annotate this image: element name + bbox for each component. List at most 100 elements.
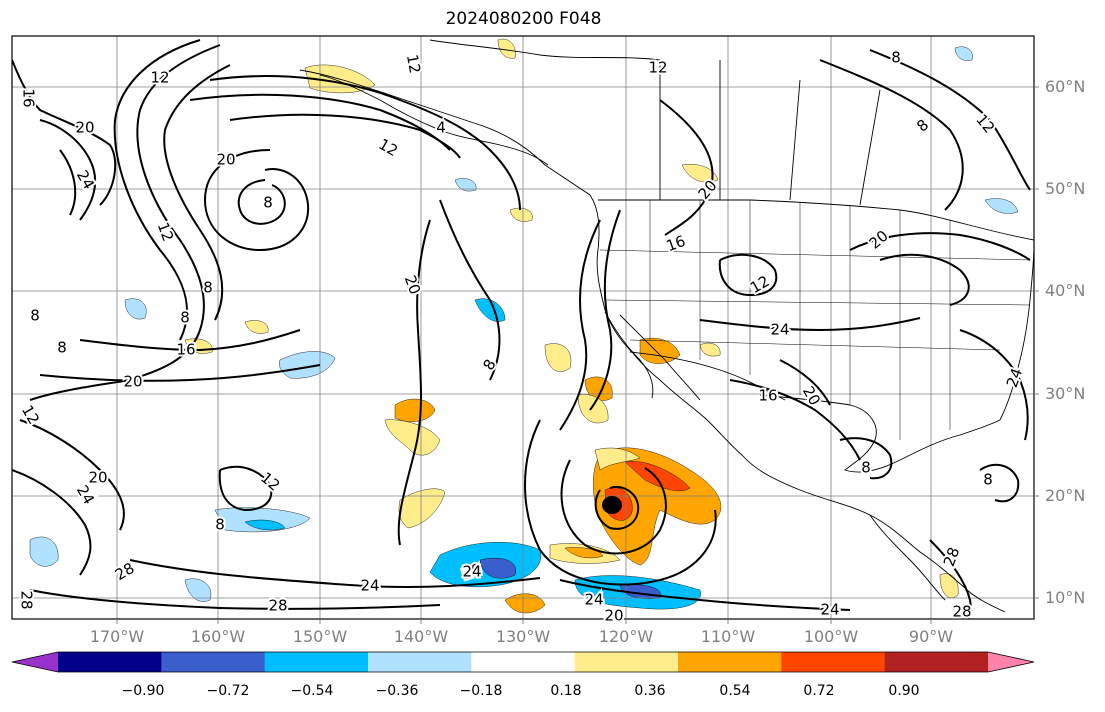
contour-8-gom — [839, 437, 893, 480]
contour-20-west-2 — [39, 364, 321, 382]
contour-24-east — [959, 329, 1029, 441]
shade-yellow-mid-1 — [384, 419, 441, 456]
shade-red-hurricane — [624, 461, 691, 492]
shade-yellow-canada — [681, 164, 719, 183]
contour-label: 16 — [176, 341, 195, 359]
contour-label: 20 — [88, 469, 107, 487]
border-state-h3 — [629, 339, 1001, 351]
colorbar-segment — [678, 652, 782, 672]
shade-blue-west-1 — [214, 507, 311, 533]
colorbar-tick-label: −0.36 — [375, 683, 419, 699]
coast-central-america — [869, 514, 946, 601]
contour-24-us — [699, 317, 921, 332]
map-area — [12, 36, 1034, 619]
colorbar-segment — [58, 652, 162, 672]
colorbar-tick-label: 0.54 — [719, 683, 751, 699]
contour-20-ne — [849, 232, 1031, 261]
contour-label: 28 — [18, 590, 36, 609]
colorbar-tick-label: −0.18 — [459, 683, 503, 699]
colorbar-extend-high — [988, 652, 1034, 672]
colorbar-segment — [574, 652, 679, 672]
shade-orange-south-2 — [504, 593, 546, 614]
border-canada-prov-3 — [789, 79, 801, 201]
contour-20-mid — [397, 219, 431, 546]
contour-label: 28 — [268, 597, 287, 615]
contour-label: 16 — [20, 88, 38, 107]
coast-gulf-california — [619, 314, 701, 401]
contour-label: 8 — [215, 516, 225, 534]
lon-label-130w: 130°W — [495, 627, 551, 646]
contour-label: 20 — [123, 373, 142, 391]
contour-label: 8 — [263, 194, 273, 212]
lon-label-170w: 170°W — [89, 627, 145, 646]
border-canada-prov-4 — [859, 89, 881, 206]
contour-label: 20 — [75, 119, 94, 137]
shade-blue-canada — [454, 178, 477, 192]
contour-12-outer — [113, 39, 201, 341]
colorbar-segment — [884, 652, 989, 672]
lat-label-50n: 50°N — [1045, 179, 1086, 198]
shade-blue-west-4 — [184, 578, 212, 602]
shade-darkblue-south-1 — [479, 557, 516, 579]
contour-label: 12 — [150, 69, 169, 87]
lon-label-100w: 100°W — [803, 627, 859, 646]
contour-12-west-lobe — [218, 465, 273, 512]
map-title: 2024080200 F048 — [445, 9, 602, 29]
lat-label-60n: 60°N — [1045, 77, 1086, 96]
colorbar-tick-label: 0.90 — [888, 683, 920, 699]
contour-label: 8 — [57, 339, 67, 357]
colorbar-tick-label: −0.54 — [290, 683, 334, 699]
colorbar-tick-label: 0.72 — [803, 683, 835, 699]
shade-blue-ne — [984, 198, 1019, 214]
contour-label: 8 — [180, 309, 190, 327]
contour-label: 8 — [891, 49, 901, 67]
coast-gulf-mexico — [759, 394, 1001, 473]
contour-24-west — [12, 469, 92, 576]
lat-label-20n: 20°N — [1045, 486, 1086, 505]
contour-label: 28 — [952, 603, 971, 621]
contour-label: 8 — [30, 307, 40, 325]
contour-16-trough — [589, 209, 621, 411]
shade-blue-mid-3 — [124, 298, 147, 320]
contour-label: 24 — [584, 591, 603, 609]
contour-24-south-2 — [559, 579, 851, 611]
contour-label: 4 — [436, 119, 446, 137]
contour-28-south — [29, 589, 441, 610]
border-us-mexico — [629, 351, 786, 401]
shade-yellow-coast-2 — [577, 394, 609, 424]
contour-20-west — [19, 419, 125, 531]
colorbar-tick-label: 0.36 — [634, 683, 666, 699]
contour-20-nw — [39, 119, 97, 221]
colorbar-outline — [11, 651, 1035, 673]
coast-baja — [604, 311, 654, 399]
contour-24-nw — [59, 149, 77, 216]
contour-label: 8 — [983, 471, 993, 489]
contour-12-ridge — [29, 44, 221, 401]
colorbar-tick-label: 0.18 — [550, 683, 582, 699]
shade-yellow-hurricane — [594, 447, 641, 471]
shade-blue-mid-2 — [474, 298, 506, 322]
coastlines — [299, 39, 1034, 613]
contour-label: 12 — [403, 53, 424, 75]
axis-ticks — [116, 86, 1039, 624]
contour-label: 20 — [604, 607, 623, 625]
contour-label: 8 — [861, 459, 871, 477]
lon-label-150w: 150°W — [292, 627, 348, 646]
colorbar-segment — [368, 652, 472, 672]
coast-north-america — [299, 69, 1006, 613]
lat-label-30n: 30°N — [1045, 384, 1086, 403]
contour-12-ne — [879, 253, 970, 306]
shade-yellow-gom — [699, 342, 721, 357]
contour-label: 8 — [203, 279, 213, 297]
contour-label: 24 — [462, 563, 481, 581]
lon-label-120w: 120°W — [598, 627, 654, 646]
contour-4-alaska — [229, 113, 461, 159]
shade-yellow-coast — [544, 343, 572, 372]
contour-20-us — [779, 359, 831, 406]
colorbar — [11, 651, 1035, 673]
lon-label-110w: 110°W — [700, 627, 756, 646]
contour-8-ridge — [163, 64, 231, 321]
coast-east-us — [999, 244, 1034, 421]
colorbar-segment — [264, 652, 369, 672]
